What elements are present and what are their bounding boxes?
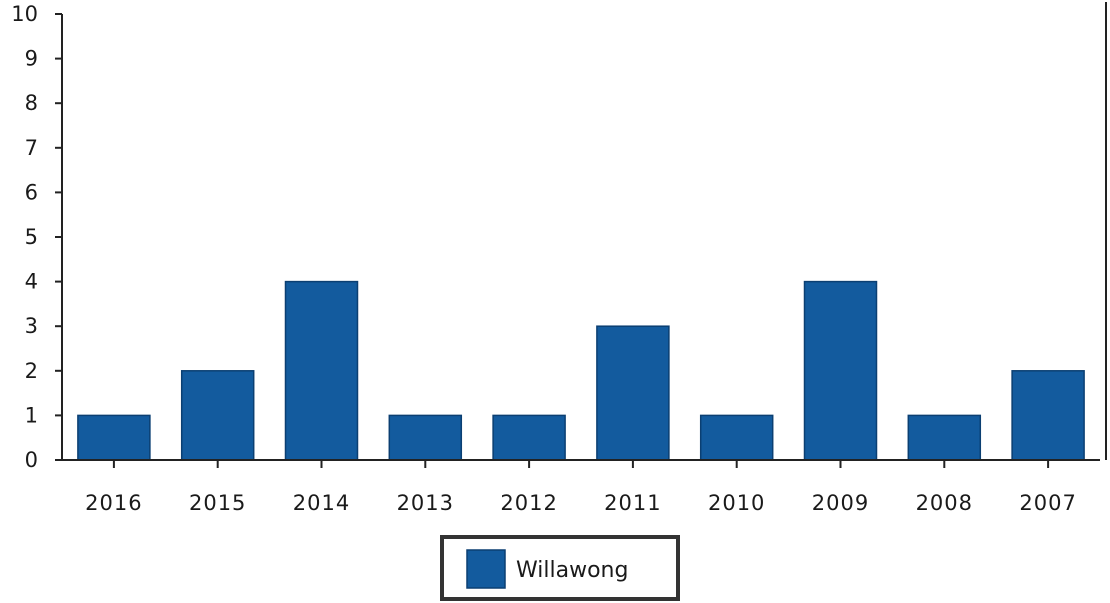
- bar-2009: [803, 280, 878, 461]
- bar-2014: [284, 280, 359, 461]
- x-tick-label: 2009: [812, 491, 869, 515]
- y-tick-label: 2: [25, 359, 38, 383]
- y-tick-label: 10: [11, 2, 38, 26]
- x-tick-label: 2014: [293, 491, 350, 515]
- y-axis-ticks: 0 1 2 3 4 5 6 7 8 9 10: [11, 2, 62, 472]
- y-tick-label: 7: [25, 136, 38, 160]
- y-tick-label: 6: [25, 180, 38, 204]
- bar-2010: [699, 414, 774, 461]
- x-tick-label: 2008: [916, 491, 973, 515]
- y-tick-label: 3: [25, 314, 38, 338]
- x-tick-label: 2010: [708, 491, 765, 515]
- legend-swatch: [466, 549, 506, 589]
- x-axis-ticks: 2016 2015 2014 2013 2012 2011 2010 2009 2008 2007: [85, 460, 1076, 515]
- y-tick-label: 8: [25, 91, 38, 115]
- legend-label: Willawong: [516, 558, 628, 583]
- x-tick-label: 2011: [604, 491, 661, 515]
- y-tick-label: 9: [25, 47, 38, 71]
- bar-series: [77, 280, 1085, 461]
- bar-2011: [596, 325, 670, 461]
- y-tick-label: 0: [25, 448, 38, 472]
- legend: Willawong: [440, 535, 680, 601]
- bar-2016: [77, 414, 151, 461]
- bar-2015: [180, 370, 255, 461]
- y-tick-label: 1: [25, 403, 38, 427]
- x-tick-label: 2013: [397, 491, 454, 515]
- x-tick-label: 2007: [1019, 491, 1076, 515]
- x-tick-label: 2012: [500, 491, 557, 515]
- x-tick-label: 2015: [189, 491, 246, 515]
- y-tick-label: 5: [25, 225, 38, 249]
- bar-2013: [388, 414, 463, 461]
- bar-2008: [907, 414, 982, 461]
- bar-2012: [492, 414, 566, 461]
- x-tick-label: 2016: [85, 491, 142, 515]
- y-tick-label: 4: [25, 270, 38, 294]
- bar-2007: [1011, 370, 1085, 461]
